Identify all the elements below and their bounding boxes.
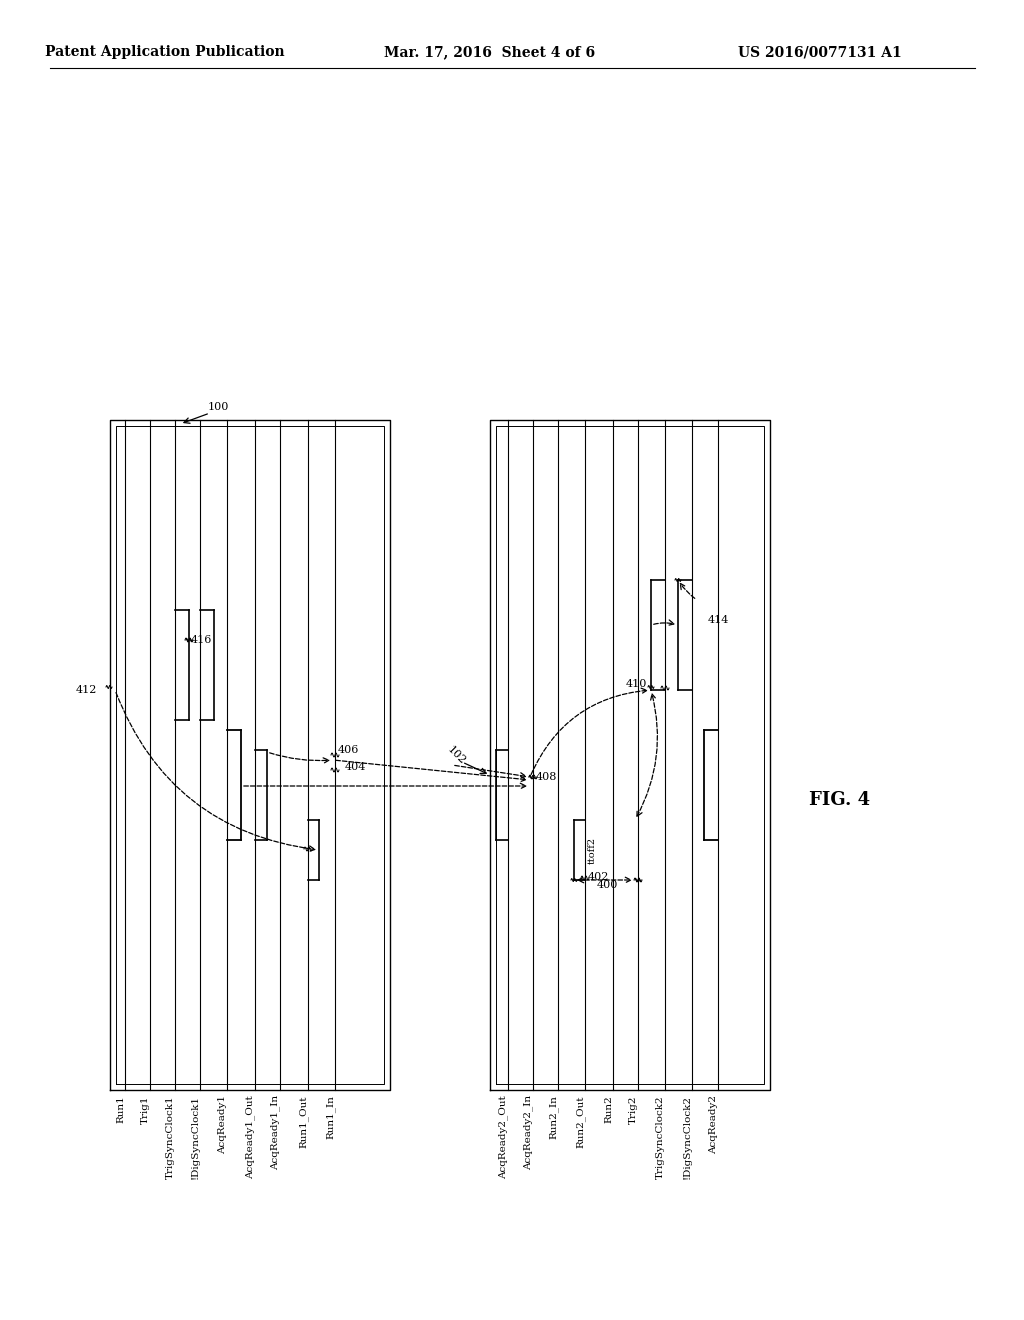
Text: ttoff2: ttoff2 — [588, 837, 597, 863]
Text: 412: 412 — [76, 685, 97, 696]
Text: AcqReady1_Out: AcqReady1_Out — [246, 1096, 255, 1179]
Text: Run1_Out: Run1_Out — [298, 1096, 308, 1147]
Text: Trig2: Trig2 — [629, 1096, 638, 1123]
Text: Trig1: Trig1 — [141, 1096, 150, 1123]
Text: 410: 410 — [626, 678, 647, 689]
Text: AcqReady1: AcqReady1 — [218, 1096, 227, 1154]
Text: 414: 414 — [708, 615, 729, 624]
Text: 402: 402 — [588, 873, 609, 882]
Text: 408: 408 — [536, 772, 557, 781]
Text: Run2_Out: Run2_Out — [575, 1096, 585, 1147]
Text: Run1_In: Run1_In — [326, 1096, 335, 1139]
Text: 416: 416 — [191, 635, 212, 645]
Text: Run2_In: Run2_In — [548, 1096, 558, 1139]
Text: FIG. 4: FIG. 4 — [809, 791, 870, 809]
Text: !DigSyncClock2: !DigSyncClock2 — [683, 1096, 692, 1179]
Text: Run2: Run2 — [604, 1096, 613, 1123]
Text: Run1: Run1 — [116, 1096, 125, 1123]
Text: TrigSyncClock1: TrigSyncClock1 — [166, 1096, 175, 1179]
Text: US 2016/0077131 A1: US 2016/0077131 A1 — [738, 45, 902, 59]
Text: 406: 406 — [338, 744, 359, 755]
Text: 400: 400 — [597, 880, 618, 890]
Text: TrigSyncClock2: TrigSyncClock2 — [656, 1096, 665, 1179]
Text: AcqReady2_Out: AcqReady2_Out — [499, 1096, 508, 1179]
Text: AcqReady2_In: AcqReady2_In — [523, 1096, 534, 1170]
Text: AcqReady2: AcqReady2 — [709, 1096, 718, 1154]
Text: 404: 404 — [345, 762, 367, 772]
Text: !DigSyncClock1: !DigSyncClock1 — [191, 1096, 200, 1179]
Text: AcqReady1_In: AcqReady1_In — [270, 1096, 280, 1170]
Text: 100: 100 — [208, 403, 229, 412]
Text: Mar. 17, 2016  Sheet 4 of 6: Mar. 17, 2016 Sheet 4 of 6 — [384, 45, 596, 59]
Text: 102: 102 — [445, 744, 467, 766]
Text: Patent Application Publication: Patent Application Publication — [45, 45, 285, 59]
